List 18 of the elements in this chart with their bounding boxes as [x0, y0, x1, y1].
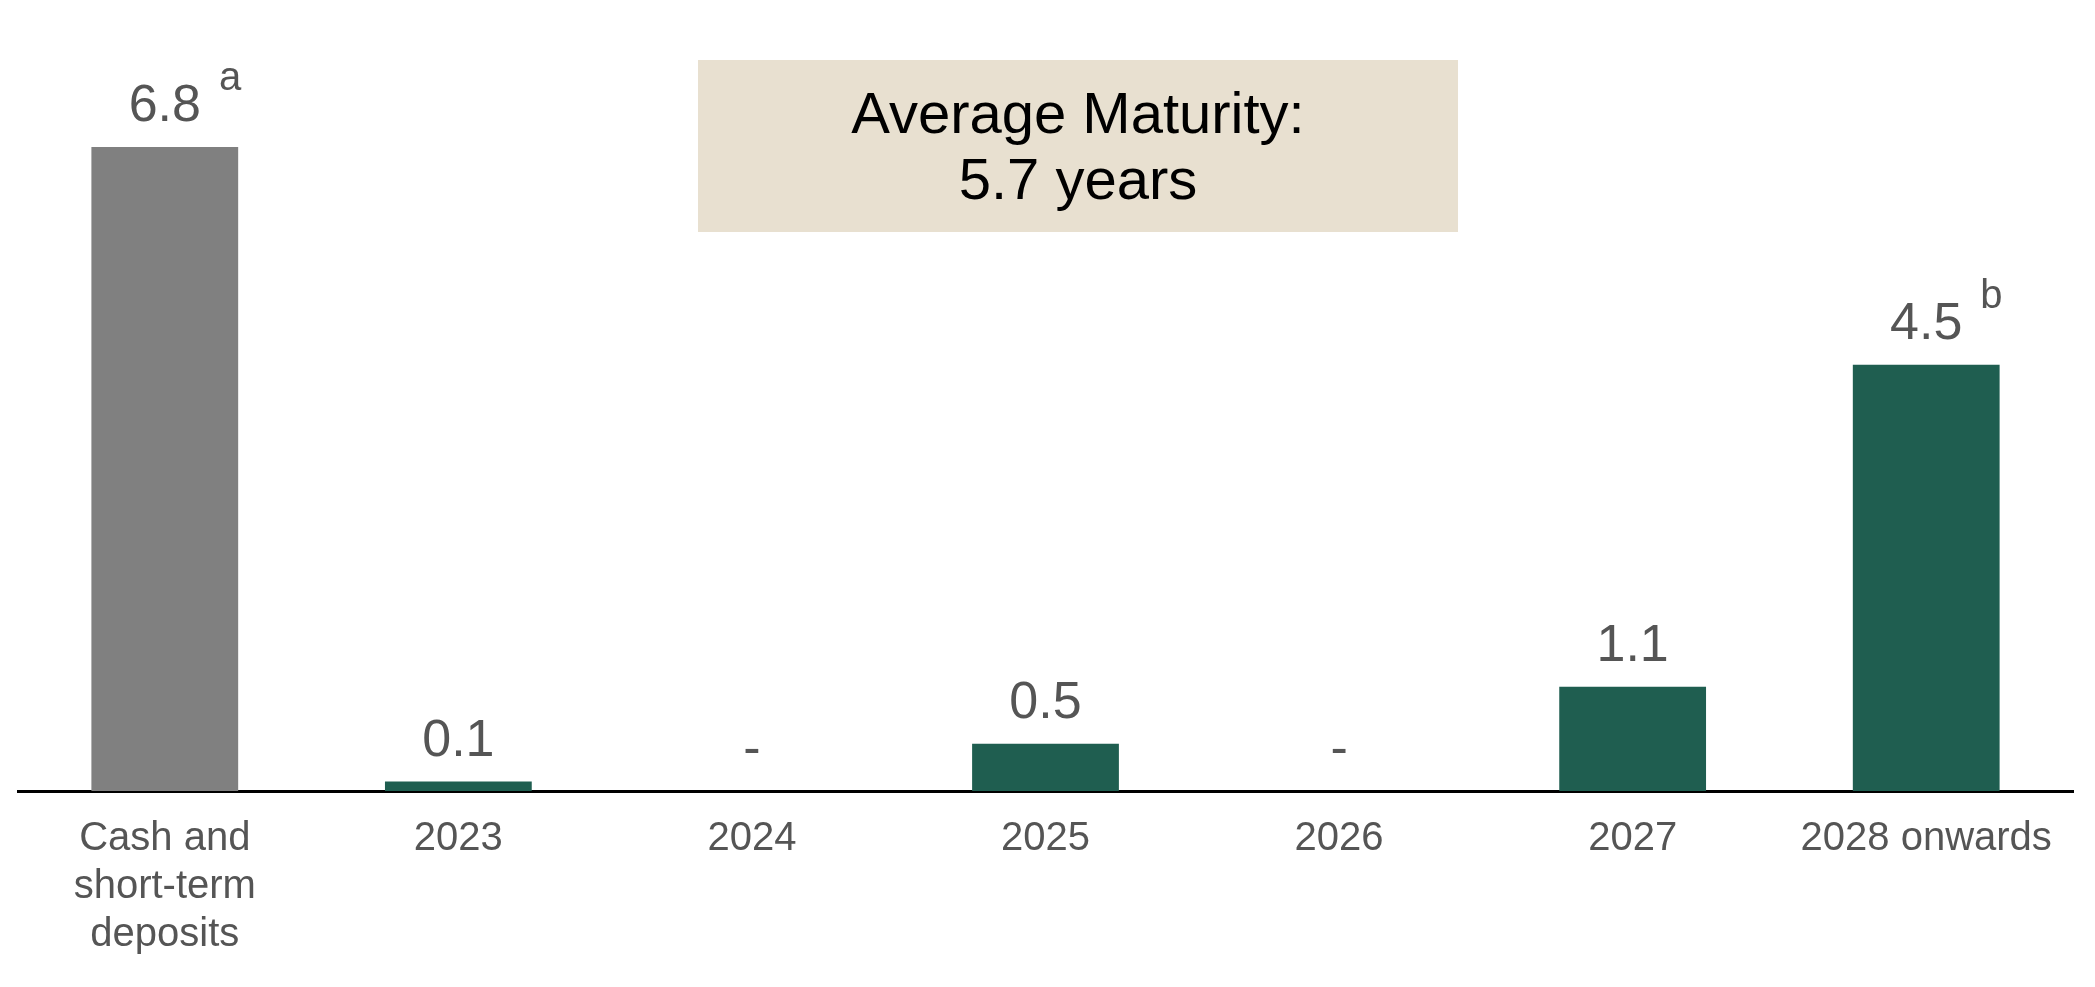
data-label: - [1330, 718, 1348, 777]
data-label: 1.1 [1596, 614, 1669, 673]
x-tick-label: 2027 [1588, 814, 1678, 859]
x-tick-label: 2025 [1001, 814, 1090, 859]
x-tick-label: 2023 [413, 814, 503, 859]
bar [972, 743, 1119, 791]
x-tick-label: 2024 [707, 814, 797, 859]
data-label: 0.5 [1009, 670, 1082, 729]
bar [1852, 364, 2000, 791]
bar [91, 146, 239, 791]
bar [1559, 686, 1707, 791]
x-tick-label: Cash and short-term deposits [73, 814, 256, 955]
bar [384, 781, 532, 791]
x-tick-label: 2026 [1294, 814, 1384, 859]
x-tick-label: 2028 onwards [1800, 814, 2052, 859]
data-label: - [743, 718, 761, 777]
note-box: Average Maturity: 5.7 years [698, 60, 1458, 232]
data-label: 0.1 [422, 708, 495, 767]
